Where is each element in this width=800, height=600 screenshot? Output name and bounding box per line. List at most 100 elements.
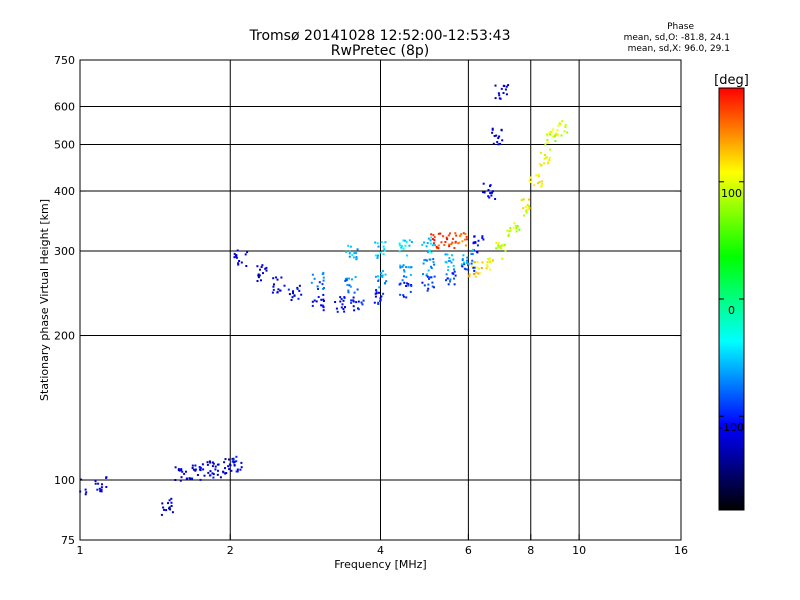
data-point — [217, 469, 219, 472]
data-point — [433, 239, 436, 242]
data-point — [430, 276, 433, 279]
data-point — [374, 275, 377, 278]
data-point — [374, 295, 377, 298]
data-point — [194, 469, 197, 472]
data-point — [407, 283, 410, 286]
data-point — [402, 247, 405, 250]
data-point — [478, 267, 480, 270]
data-point — [463, 261, 465, 264]
data-point — [505, 93, 508, 96]
data-point — [240, 261, 243, 264]
data-point — [501, 244, 504, 247]
data-point — [515, 227, 518, 230]
data-point — [494, 198, 497, 200]
data-point — [347, 289, 350, 292]
data-point — [384, 241, 387, 244]
data-point — [211, 472, 214, 475]
data-point — [398, 244, 401, 247]
data-point — [317, 296, 320, 298]
data-point — [224, 472, 227, 475]
data-point — [186, 477, 188, 480]
data-point — [463, 263, 466, 266]
colorbar-tick-label: 100 — [721, 187, 742, 200]
data-point — [473, 260, 476, 263]
data-point — [406, 282, 409, 285]
data-point — [350, 301, 353, 304]
data-point — [228, 468, 231, 471]
data-point — [408, 244, 411, 247]
data-point — [232, 459, 235, 462]
data-point — [461, 240, 464, 243]
data-point — [448, 243, 451, 246]
data-point — [540, 164, 543, 167]
data-point — [334, 301, 337, 303]
data-point — [501, 139, 504, 142]
data-point — [544, 154, 547, 156]
data-point — [318, 281, 321, 284]
data-point — [347, 244, 350, 247]
data-point — [259, 268, 261, 271]
data-point — [349, 245, 352, 248]
data-point — [257, 276, 260, 279]
data-point — [265, 269, 268, 272]
data-point — [345, 279, 348, 282]
data-point — [474, 241, 477, 244]
data-point — [336, 310, 339, 313]
data-point — [403, 281, 406, 284]
data-point — [520, 199, 523, 202]
data-point — [563, 130, 566, 133]
data-point — [554, 140, 557, 142]
data-point — [472, 242, 475, 245]
data-point — [516, 225, 519, 227]
data-point — [497, 137, 500, 140]
data-point — [211, 465, 214, 468]
data-point — [497, 244, 500, 247]
data-point — [206, 463, 209, 466]
data-point — [399, 282, 402, 285]
data-point — [556, 133, 559, 136]
data-point — [497, 242, 500, 245]
data-point — [201, 463, 204, 466]
data-point — [427, 283, 430, 286]
data-point — [466, 256, 469, 259]
data-point — [552, 128, 555, 131]
data-point — [427, 251, 429, 254]
data-point — [526, 203, 529, 206]
data-point — [283, 284, 286, 287]
data-point — [489, 184, 492, 187]
data-point — [377, 275, 379, 278]
phase-stats-o: mean, sd,O: -81.8, 24.1 — [623, 33, 730, 43]
data-point — [199, 466, 202, 469]
data-point — [311, 273, 314, 276]
data-point — [376, 242, 379, 245]
data-point — [454, 274, 457, 277]
data-point — [488, 196, 491, 199]
data-point — [449, 278, 452, 281]
data-point — [476, 251, 479, 254]
data-point — [549, 148, 552, 151]
data-point — [546, 139, 549, 142]
data-point — [447, 260, 450, 262]
data-point — [421, 281, 424, 284]
data-point — [381, 270, 384, 273]
data-point — [522, 198, 525, 201]
data-point — [272, 288, 275, 291]
data-point — [311, 304, 314, 307]
data-point — [203, 474, 206, 477]
data-point — [239, 468, 242, 471]
data-point — [265, 266, 268, 269]
data-point — [236, 249, 239, 252]
data-point — [353, 252, 356, 255]
data-point — [466, 262, 469, 264]
data-point — [424, 258, 427, 261]
data-point — [512, 226, 515, 229]
data-point — [496, 141, 499, 143]
data-point — [174, 466, 177, 469]
data-point — [428, 258, 431, 261]
data-point — [433, 236, 436, 239]
data-point — [343, 296, 346, 299]
data-point — [280, 276, 283, 279]
data-point — [506, 229, 509, 232]
data-point — [313, 277, 316, 280]
data-point — [335, 307, 338, 310]
